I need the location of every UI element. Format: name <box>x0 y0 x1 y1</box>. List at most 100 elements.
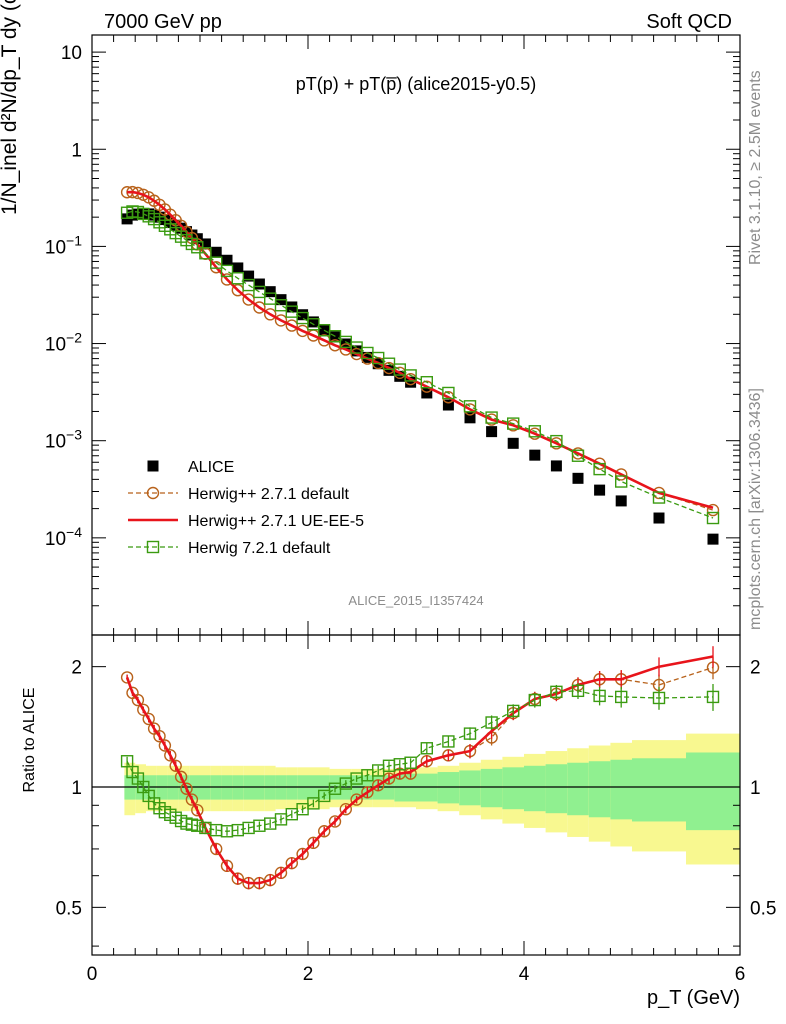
alice-data-point <box>707 533 719 545</box>
herwig271-default-ratio-point <box>158 739 172 752</box>
main-panel: 10−4 10−3 10−2 10−1 1 10 pT(p) + pT(p̅) (alic… <box>45 34 741 636</box>
herwig721-default-point <box>220 264 234 278</box>
band-inner-segment <box>502 767 524 810</box>
ratio-y-axis-title: Ratio to ALICE <box>21 688 38 793</box>
herwig721-default-ratio-point <box>507 704 520 718</box>
analysis-id-label: ALICE_2015_I1357424 <box>348 593 483 608</box>
alice-data-point <box>507 437 519 449</box>
herwig721-default-point <box>442 386 455 400</box>
y-tick-label-right: 1 <box>750 778 761 799</box>
alice-data-point <box>286 301 298 313</box>
herwig721-default-ratio-point <box>571 684 585 698</box>
herwig721-default-ratio-point <box>404 756 417 769</box>
herwig721-default-point <box>571 449 585 462</box>
herwig271-default-point <box>296 324 309 338</box>
y-tick-label: 10 <box>61 43 82 64</box>
alice-data-point <box>199 238 211 250</box>
herwig721-default-point <box>706 511 720 525</box>
band-inner-segment <box>632 758 686 822</box>
main-marks-layer <box>120 185 720 545</box>
alice-data-point <box>529 449 541 461</box>
band-inner-segment <box>545 764 568 814</box>
legend-label: Herwig 7.2.1 default <box>188 540 331 557</box>
x-tick-label: 6 <box>735 964 746 985</box>
herwig721-default-point <box>199 247 212 260</box>
herwig271-default-ratio-point <box>191 803 204 817</box>
herwig721-default-ratio-point <box>652 691 666 705</box>
process-label: Soft QCD <box>646 11 732 33</box>
ratio-panel: 0 2 4 6 0.5 0.5 1 1 2 2 <box>56 634 776 985</box>
y-tick-label: 0.5 <box>56 898 82 919</box>
alice-data-point <box>421 387 433 399</box>
y-tick-label: 10−1 <box>45 232 82 258</box>
y-tick-label: 2 <box>71 658 82 679</box>
y-tick-label: 10−3 <box>45 427 82 453</box>
alice-data-point <box>653 512 665 524</box>
band-inner-segment <box>686 752 740 831</box>
herwig721-default-ratio-point <box>593 689 606 703</box>
band-inner-segment <box>437 772 460 804</box>
herwig271-default-point <box>706 503 720 517</box>
alice-data-point <box>572 472 584 484</box>
y-tick-label-right: 0.5 <box>750 898 776 919</box>
legend-marker-herwig271-default <box>146 486 160 500</box>
herwig721-default-point <box>528 425 541 438</box>
herwig271-default-ratio-point <box>174 770 188 784</box>
herwig271-default-ratio-point <box>372 779 385 792</box>
alice-data-point <box>442 399 454 411</box>
herwig271-default-ratio-point <box>185 793 199 806</box>
herwig271-default-point <box>274 314 288 327</box>
herwig271-default-ratio-point <box>153 729 166 743</box>
band-inner-segment <box>459 770 481 806</box>
herwig271-default-ratio-point <box>209 842 223 856</box>
band-inner-segment <box>567 762 589 816</box>
x-axis-title: p_T (GeV) <box>647 987 740 1009</box>
herwig721-default-point <box>285 305 298 318</box>
herwig271-default-ratio-point <box>339 802 352 816</box>
legend-marker-herwig721-default <box>146 540 160 554</box>
band-inner-segment <box>524 765 546 812</box>
rivet-version-label: Rivet 3.1.10, ≥ 2.5M events <box>747 70 764 265</box>
herwig721-default-point <box>615 475 628 488</box>
herwig721-default-point <box>652 491 666 504</box>
plot-title: pT(p) + pT(p̅) (alice2015-y0.5) <box>296 74 537 94</box>
alice-data-point <box>550 460 562 472</box>
legend: ALICE Herwig++ 2.7.1 default Herwig++ 2.7.… <box>128 459 364 557</box>
herwig271-default-ratio-point <box>328 815 342 828</box>
alice-data-point <box>394 370 406 382</box>
herwig721-default-ratio-point <box>191 819 204 832</box>
alice-data-point <box>464 412 476 424</box>
x-tick-label: 2 <box>303 964 314 985</box>
band-inner-segment <box>480 768 503 808</box>
alice-data-point <box>243 270 255 282</box>
herwig271-default-point <box>253 301 266 314</box>
alice-data-point <box>253 278 265 290</box>
alice-data-point <box>383 364 395 376</box>
herwig271-ueee5-ratio-line <box>125 655 714 885</box>
herwig721-default-point <box>253 285 266 299</box>
main-axis-ticks: 10−4 10−3 10−2 10−1 1 10 <box>45 35 741 636</box>
alice-data-point <box>307 316 319 328</box>
alice-data-point <box>210 246 222 258</box>
herwig721-default-ratio-point <box>550 685 563 699</box>
herwig271-default-ratio-point <box>382 772 396 785</box>
herwig271-default-point <box>264 308 277 321</box>
herwig271-default-ratio-point <box>361 786 374 799</box>
herwig721-default-ratio-point <box>463 727 477 740</box>
herwig271-default-ratio-point <box>131 693 145 707</box>
herwig721-default-point <box>463 400 477 413</box>
herwig721-default-ratio-point <box>528 693 541 707</box>
herwig271-default-point <box>242 293 255 306</box>
herwig271-default-ratio-point <box>142 712 155 726</box>
herwig271-default-ratio-point <box>296 847 309 861</box>
mcplots-label: mcplots.cern.ch [arXiv:1306.3436] <box>747 388 764 630</box>
x-tick-label: 0 <box>87 964 98 985</box>
alice-data-point <box>221 254 233 266</box>
herwig271-default-ratio-point <box>285 856 298 870</box>
legend-label: Herwig++ 2.7.1 UE-EE-5 <box>188 513 364 530</box>
herwig721-default-point <box>550 434 563 448</box>
herwig271-default-ratio-point <box>350 793 363 806</box>
main-y-axis-title-text: 1/N_inel d²N/dp_T dy (c/GeV) <box>0 0 21 215</box>
herwig721-default-ratio-point <box>307 797 320 810</box>
